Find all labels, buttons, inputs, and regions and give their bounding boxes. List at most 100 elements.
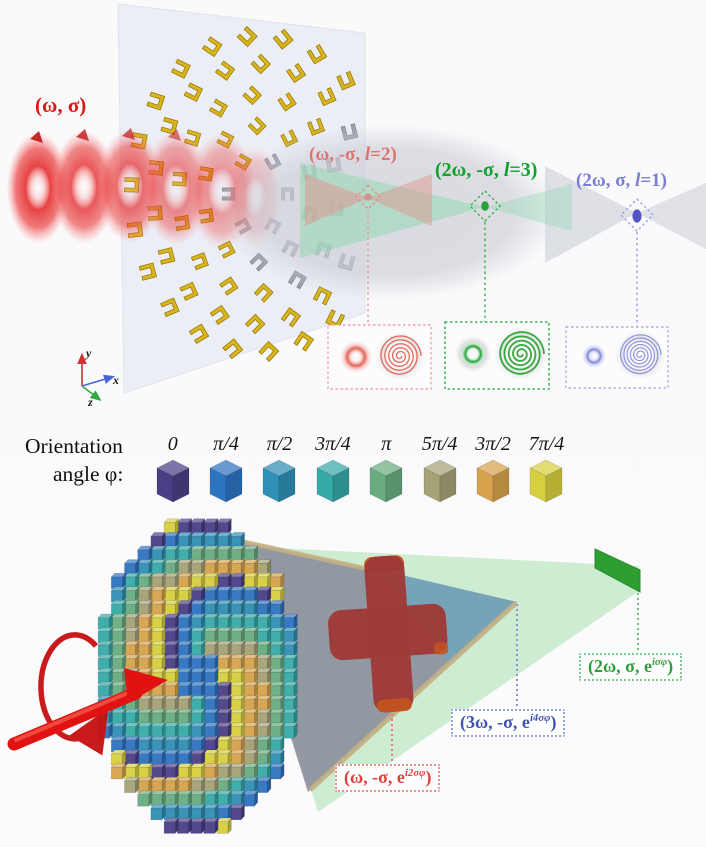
meta-atom xyxy=(258,340,280,362)
vortex-donut-green xyxy=(459,340,487,368)
legend-item: 0 xyxy=(146,432,199,504)
rotation-arrowhead xyxy=(168,129,181,141)
meta-atom xyxy=(236,26,258,48)
green-beam-cone xyxy=(300,163,572,258)
legend-tick: 0 xyxy=(167,433,178,455)
x-axis xyxy=(81,374,116,387)
input-arrow xyxy=(7,632,168,756)
meta-atom xyxy=(219,276,239,296)
meta-atom xyxy=(336,70,356,91)
meta-atom xyxy=(317,87,337,107)
meta-atom xyxy=(208,98,229,118)
meta-atom xyxy=(170,58,191,79)
orientation-cube xyxy=(476,459,510,503)
orientation-cube xyxy=(156,459,190,503)
panel-bottom xyxy=(7,518,641,834)
cube-mosaic-metasurface xyxy=(97,518,298,834)
meta-atom xyxy=(272,28,294,50)
green-screen xyxy=(594,548,641,593)
focus-markers xyxy=(355,184,654,232)
meta-atom xyxy=(209,304,230,325)
output-label-thg: (3ω, -σ, ei4σφ) xyxy=(451,709,566,737)
legend-tick: 3π/4 xyxy=(315,433,351,455)
meta-atom xyxy=(183,82,204,102)
focal-spot-green xyxy=(481,201,489,211)
legend-item: π/4 xyxy=(199,432,252,504)
z-axis xyxy=(81,385,102,401)
y-axis-label: y xyxy=(86,346,92,360)
focus-diamond-green xyxy=(469,190,501,222)
fundamental-vortex-label: (ω, -σ, l=2) xyxy=(309,144,397,165)
legend-tick: 5π/4 xyxy=(421,433,458,455)
focus-diamond-blue xyxy=(620,198,654,232)
vortex-spirals xyxy=(380,331,662,375)
meta-atom xyxy=(242,85,263,106)
orientation-cube xyxy=(529,459,563,503)
orientation-cube xyxy=(316,459,350,503)
rotation-arrowhead xyxy=(122,128,135,140)
legend-tick: π xyxy=(381,433,392,455)
rotation-arrowhead xyxy=(30,131,43,143)
legend-tick: π/2 xyxy=(266,433,293,455)
legend-title-line2: angle φ: xyxy=(53,462,124,486)
shg-co-vortex-label: (2ω, σ, l=1) xyxy=(576,170,667,191)
vortex-donut-blue xyxy=(582,344,606,368)
cross-beam xyxy=(328,555,449,713)
meta-atom xyxy=(160,297,180,318)
meta-atom xyxy=(244,313,266,335)
meta-atom xyxy=(201,36,223,58)
focal-spot-red xyxy=(364,193,372,201)
meta-atom xyxy=(280,307,302,328)
output-label-fundamental: (ω, -σ, ei2σφ) xyxy=(335,764,441,792)
gray-beam-cone xyxy=(545,166,706,263)
legend-item: 7π/4 xyxy=(520,432,573,504)
meta-atom xyxy=(214,60,236,81)
rotation-loop xyxy=(38,632,109,756)
orientation-cube xyxy=(423,459,457,503)
vortex-donut-red xyxy=(340,341,372,373)
legend-tick: 3π/2 xyxy=(475,433,511,455)
x-axis-label: x xyxy=(113,373,119,387)
vortex-spiral xyxy=(620,334,662,375)
arrowhead xyxy=(124,668,168,703)
legend-item: π xyxy=(360,432,413,504)
cross-bottom-cap xyxy=(376,697,412,713)
legend-tick: π/4 xyxy=(213,433,239,455)
legend-item: 3π/2 xyxy=(466,432,519,504)
focal-spot-blue xyxy=(632,209,642,223)
meta-atom xyxy=(250,53,272,75)
orientation-cube xyxy=(209,459,243,503)
input-beam-label: (ω, σ) xyxy=(35,93,86,118)
meta-atom xyxy=(190,252,209,271)
red-beam-cone xyxy=(305,174,432,226)
legend-item: π/2 xyxy=(253,432,306,504)
meta-atom xyxy=(293,330,315,352)
input-beam-label-text: (ω, σ) xyxy=(35,93,87,117)
meta-atom xyxy=(222,338,244,360)
meta-atom xyxy=(188,323,210,344)
meta-atom xyxy=(179,281,199,301)
panel-top xyxy=(7,3,706,401)
orientation-cube xyxy=(369,459,403,503)
inset-boxes xyxy=(327,321,669,390)
focus-diamond-red xyxy=(355,184,381,210)
meta-atom xyxy=(247,116,267,136)
meta-atom xyxy=(277,92,297,112)
legend-title-line1: Orientation xyxy=(25,434,123,458)
vortex-spiral xyxy=(499,331,545,375)
orientation-legend: 0 π/4 π/2 3π/4 π 5π/4 3π/2 7π/4 xyxy=(146,432,573,504)
output-label-shg: (2ω, σ, eiσφ) xyxy=(579,653,683,681)
legend-tick: 7π/4 xyxy=(528,433,565,455)
legend-item: 5π/4 xyxy=(413,432,466,504)
meta-atom xyxy=(157,247,176,265)
shg-cross-vortex-label: (2ω, -σ, l=3) xyxy=(435,159,538,181)
orientation-cube xyxy=(262,459,296,503)
meta-atom xyxy=(138,262,158,281)
legend-item: 3π/4 xyxy=(306,432,359,504)
meta-atom xyxy=(306,44,328,65)
vortex-spiral xyxy=(380,335,422,375)
rotation-arrowhead xyxy=(76,129,89,141)
inset-leader-lines xyxy=(367,210,638,327)
